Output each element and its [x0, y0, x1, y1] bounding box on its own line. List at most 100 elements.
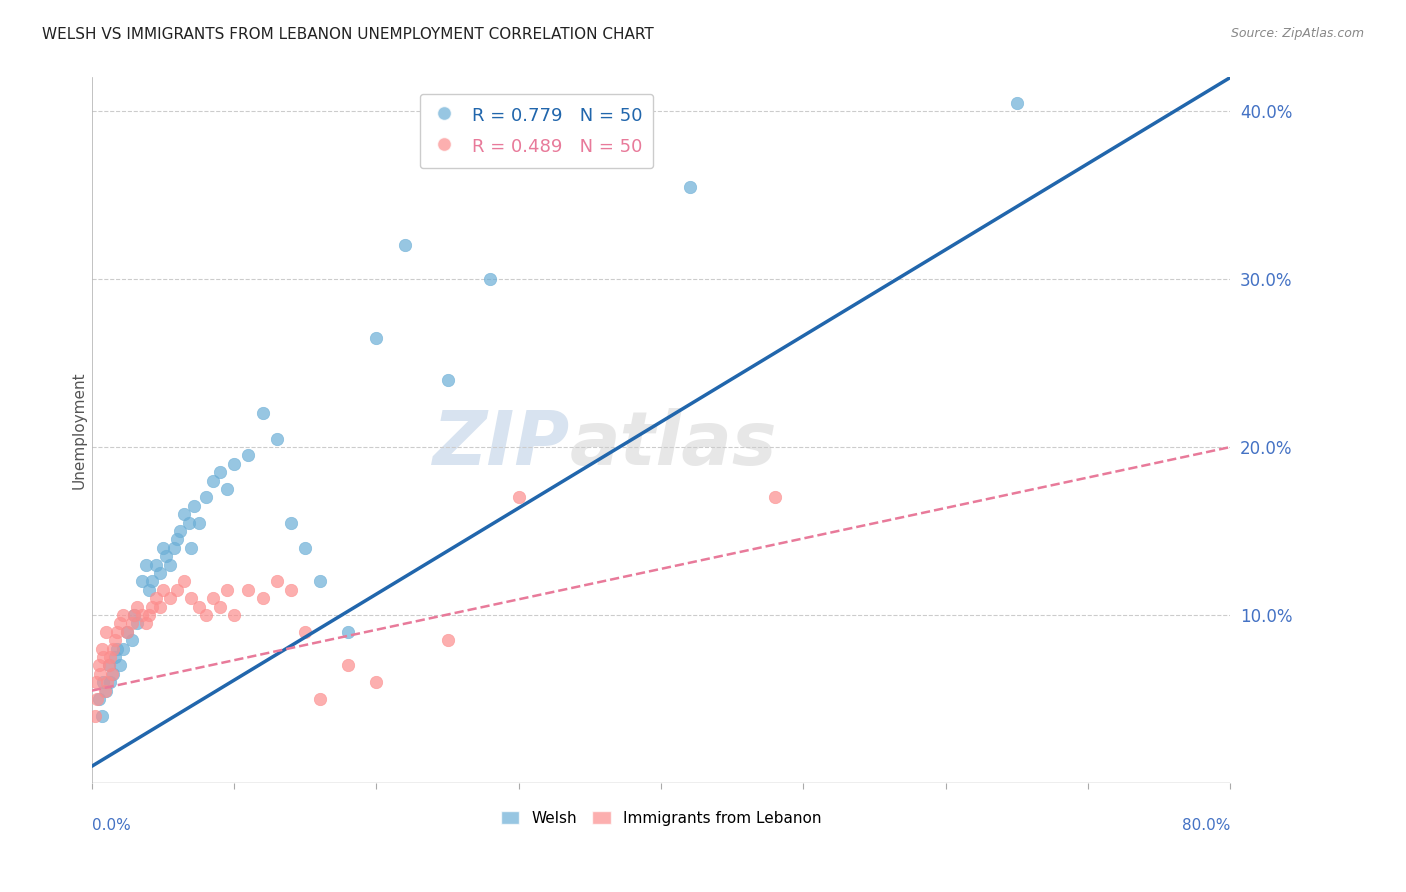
Point [145, 591, 167, 606]
Point [141, 574, 163, 589]
Point [87, 692, 110, 706]
Point [187, 599, 209, 614]
Point [135, 558, 157, 572]
Point [678, 179, 700, 194]
Point [479, 272, 502, 286]
Point [166, 533, 188, 547]
Point [138, 582, 160, 597]
Point [155, 549, 177, 564]
Point [97, 658, 120, 673]
Point [294, 624, 316, 639]
Point [180, 541, 202, 555]
Point [394, 238, 416, 252]
Point [194, 491, 217, 505]
Point [336, 658, 359, 673]
Point [103, 633, 125, 648]
Point [91, 675, 114, 690]
Text: Source: ZipAtlas.com: Source: ZipAtlas.com [1230, 27, 1364, 40]
Point [159, 591, 181, 606]
Point [83, 709, 105, 723]
Point [187, 516, 209, 530]
Text: 80.0%: 80.0% [1182, 818, 1230, 833]
Point [127, 616, 149, 631]
Point [180, 591, 202, 606]
Point [121, 633, 143, 648]
Text: ZIP: ZIP [433, 408, 569, 481]
Point [201, 474, 224, 488]
Point [89, 666, 111, 681]
Point [436, 373, 458, 387]
Point [294, 541, 316, 555]
Point [94, 624, 117, 639]
Point [152, 582, 174, 597]
Point [508, 491, 530, 505]
Point [173, 508, 195, 522]
Point [366, 675, 388, 690]
Point [110, 616, 132, 631]
Point [266, 574, 288, 589]
Point [138, 608, 160, 623]
Point [124, 608, 146, 623]
Point [280, 582, 302, 597]
Point [163, 541, 186, 555]
Point [159, 558, 181, 572]
Point [1005, 95, 1028, 110]
Point [308, 692, 330, 706]
Point [763, 491, 786, 505]
Point [86, 692, 108, 706]
Point [97, 658, 120, 673]
Point [117, 624, 139, 639]
Point [152, 541, 174, 555]
Point [87, 658, 110, 673]
Point [252, 407, 274, 421]
Point [141, 599, 163, 614]
Text: 0.0%: 0.0% [91, 818, 131, 833]
Point [266, 432, 288, 446]
Point [224, 457, 246, 471]
Point [90, 641, 112, 656]
Point [436, 633, 458, 648]
Point [166, 582, 188, 597]
Point [224, 608, 246, 623]
Point [117, 624, 139, 639]
Text: WELSH VS IMMIGRANTS FROM LEBANON UNEMPLOYMENT CORRELATION CHART: WELSH VS IMMIGRANTS FROM LEBANON UNEMPLO… [42, 27, 654, 42]
Point [131, 574, 153, 589]
Point [183, 499, 205, 513]
Point [238, 449, 260, 463]
Point [84, 675, 107, 690]
Point [90, 709, 112, 723]
Point [94, 683, 117, 698]
Point [280, 516, 302, 530]
Point [127, 599, 149, 614]
Point [101, 666, 124, 681]
Y-axis label: Unemployment: Unemployment [72, 371, 86, 489]
Point [107, 624, 129, 639]
Point [124, 608, 146, 623]
Point [107, 641, 129, 656]
Point [98, 675, 121, 690]
Point [121, 616, 143, 631]
Point [308, 574, 330, 589]
Point [135, 616, 157, 631]
Point [149, 599, 172, 614]
Point [252, 591, 274, 606]
Point [366, 331, 388, 345]
Point [238, 582, 260, 597]
Point [208, 599, 231, 614]
Legend: Welsh, Immigrants from Lebanon: Welsh, Immigrants from Lebanon [495, 805, 828, 832]
Point [101, 641, 124, 656]
Point [194, 608, 217, 623]
Point [112, 641, 135, 656]
Point [91, 650, 114, 665]
Point [177, 516, 200, 530]
Point [96, 675, 118, 690]
Point [215, 582, 238, 597]
Point [215, 482, 238, 496]
Point [112, 608, 135, 623]
Point [145, 558, 167, 572]
Point [93, 683, 115, 698]
Point [131, 608, 153, 623]
Point [100, 666, 122, 681]
Point [103, 650, 125, 665]
Text: atlas: atlas [569, 408, 778, 481]
